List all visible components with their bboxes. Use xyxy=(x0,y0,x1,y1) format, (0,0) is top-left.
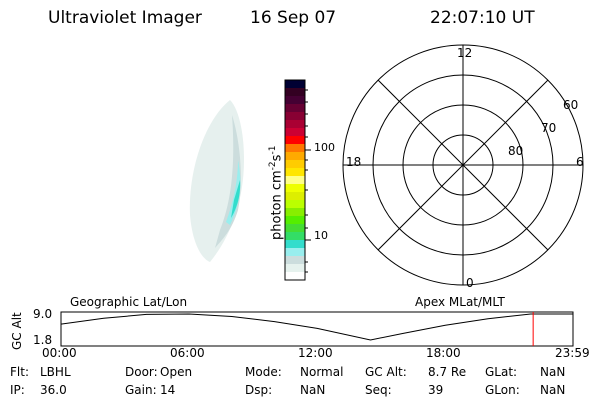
status-key: Door: xyxy=(125,365,158,379)
status-key: Flt: xyxy=(10,365,29,379)
xtick: 12:00 xyxy=(298,346,333,360)
lat-label-70: 70 xyxy=(541,121,557,135)
status-key: Mode: xyxy=(245,365,282,379)
colorbar-segment xyxy=(285,168,305,177)
xtick: 23:59 xyxy=(555,346,590,360)
colorbar-segment xyxy=(285,80,305,89)
colorbar-segment xyxy=(285,136,305,145)
colorbar xyxy=(284,79,311,281)
ytick-1.8: 1.8 xyxy=(33,333,53,347)
mlt-label-18: 18 xyxy=(346,155,362,169)
colorbar-segment xyxy=(285,152,305,161)
colorbar-segment xyxy=(285,264,305,273)
colorbar-segment xyxy=(285,256,305,265)
instrument-title: Ultraviolet Imager xyxy=(48,8,202,28)
colorbar-segment xyxy=(285,272,305,281)
colorbar-segment xyxy=(285,144,305,153)
status-value: LBHL xyxy=(40,365,71,379)
polar-grid xyxy=(342,44,584,286)
mlt-label-0: 0 xyxy=(466,276,474,290)
colorbar-segment xyxy=(285,232,305,241)
mlt-label-12: 12 xyxy=(457,46,473,60)
status-key: GLat: xyxy=(485,365,518,379)
colorbar-segment xyxy=(285,128,305,137)
xtick: 06:00 xyxy=(170,346,205,360)
status-value: NaN xyxy=(300,383,326,397)
status-value: Normal xyxy=(300,365,344,379)
altplot-ylabel: GC Alt xyxy=(10,312,24,350)
auroral-image xyxy=(189,100,244,262)
mlt-label-6: 6 xyxy=(576,155,584,169)
colorbar-segment xyxy=(285,208,305,217)
colorbar-segment xyxy=(285,88,305,97)
status-key: Gain: xyxy=(125,383,157,397)
colorbar-segment xyxy=(285,176,305,185)
status-key: IP: xyxy=(10,383,25,397)
altitude-line xyxy=(60,313,573,341)
xtick: 18:00 xyxy=(426,346,461,360)
lat-label-80: 80 xyxy=(508,144,524,158)
apex-label: Apex MLat/MLT xyxy=(415,295,505,309)
colorbar-segment xyxy=(285,240,305,249)
colorbar-segment xyxy=(285,112,305,121)
xtick: 00:00 xyxy=(42,346,77,360)
status-value: 39 xyxy=(428,383,444,397)
colorbar-segment xyxy=(285,160,305,169)
date-label: 16 Sep 07 xyxy=(250,8,337,28)
colorbar-segment xyxy=(285,104,305,113)
status-value: 36.0 xyxy=(40,383,67,397)
ytick-9: 9.0 xyxy=(33,307,53,321)
colorbar-tick-100: 100 xyxy=(314,141,335,154)
status-key: GLon: xyxy=(485,383,520,397)
geographic-label: Geographic Lat/Lon xyxy=(70,295,188,309)
altitude-plot xyxy=(60,311,574,347)
status-value: Open xyxy=(160,365,193,379)
status-value: 14 xyxy=(160,383,176,397)
status-key: GC Alt: xyxy=(365,365,407,379)
status-value: 8.7 Re xyxy=(428,365,467,379)
colorbar-label: photon cm-2s-1 xyxy=(268,145,285,240)
status-key: Dsp: xyxy=(245,383,273,397)
status-value: NaN xyxy=(540,365,566,379)
colorbar-segment xyxy=(285,200,305,209)
status-value: NaN xyxy=(540,383,566,397)
time-label: 22:07:10 UT xyxy=(430,8,535,28)
colorbar-segment xyxy=(285,224,305,233)
lat-label-60: 60 xyxy=(563,98,579,112)
colorbar-segment xyxy=(285,120,305,129)
colorbar-segment xyxy=(285,192,305,201)
colorbar-segment xyxy=(285,216,305,225)
colorbar-segment xyxy=(285,184,305,193)
status-key: Seq: xyxy=(365,383,392,397)
colorbar-segment xyxy=(285,96,305,105)
colorbar-tick-10: 10 xyxy=(314,229,328,242)
colorbar-segment xyxy=(285,248,305,257)
